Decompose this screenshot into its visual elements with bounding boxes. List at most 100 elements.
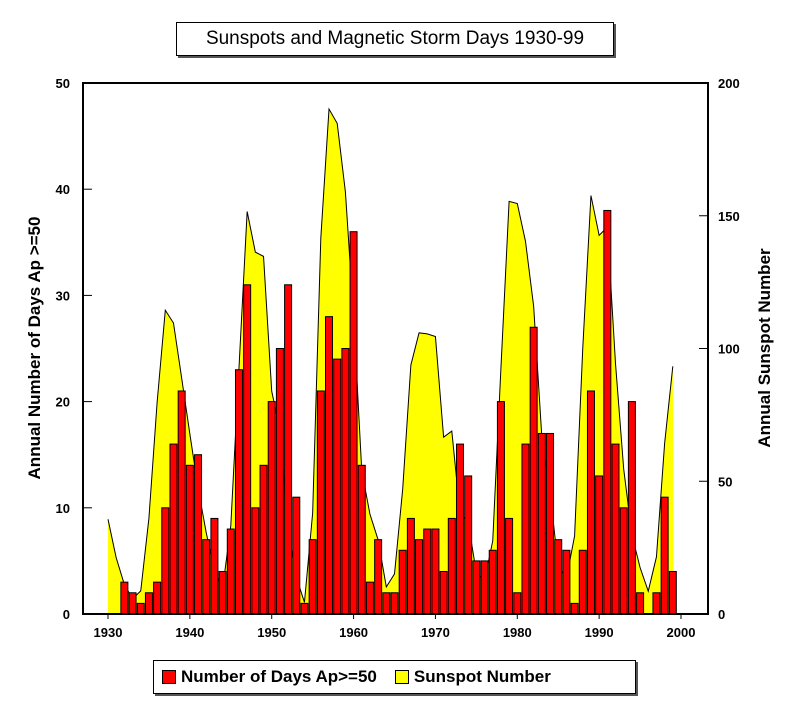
y2-tick-label: 200 — [718, 76, 740, 91]
y-tick-label: 50 — [56, 76, 70, 91]
bar-1945 — [226, 528, 235, 615]
bar-1978 — [496, 401, 505, 615]
bar-1942 — [202, 539, 211, 615]
bar-1990 — [595, 475, 604, 615]
bar-1988 — [578, 549, 587, 615]
bar-1950 — [267, 401, 276, 615]
bar-1971 — [439, 571, 448, 615]
bar-1980 — [513, 592, 522, 615]
y-tick-label: 30 — [56, 288, 70, 303]
bar-1968 — [415, 539, 424, 615]
bar-1998 — [660, 496, 669, 615]
legend-swatch-red — [162, 670, 176, 684]
bar-1958 — [333, 358, 342, 615]
y-tick-label: 20 — [56, 395, 70, 410]
legend-label: Number of Days Ap>=50 — [181, 667, 377, 686]
bar-1982 — [529, 326, 538, 615]
y2-tick-label: 100 — [718, 342, 740, 357]
bar-1954 — [300, 602, 309, 615]
x-tick-label: 1960 — [339, 625, 368, 640]
chart-title: Sunspots and Magnetic Storm Days 1930-99 — [176, 22, 614, 56]
bar-1985 — [554, 539, 563, 615]
legend-item-sunspots: Sunspot Number — [394, 667, 551, 687]
bar-1951 — [275, 348, 284, 615]
storm-days-bar-layer — [120, 209, 677, 615]
bar-1999 — [668, 571, 677, 615]
bar-1957 — [325, 316, 334, 615]
legend: Number of Days Ap>=50 Sunspot Number — [153, 660, 636, 694]
bar-1941 — [194, 454, 203, 615]
bar-1970 — [431, 528, 440, 615]
x-tick-label: 1970 — [421, 625, 450, 640]
x-tick-label: 1980 — [503, 625, 532, 640]
bar-1972 — [447, 517, 456, 615]
bar-1944 — [218, 571, 227, 615]
bar-1947 — [243, 284, 252, 615]
bar-1959 — [341, 348, 350, 615]
bar-1993 — [619, 507, 628, 615]
bar-1966 — [398, 549, 407, 615]
bar-1992 — [611, 443, 620, 615]
bar-1943 — [210, 517, 219, 615]
bar-1989 — [586, 390, 595, 615]
x-tick-label: 1990 — [585, 625, 614, 640]
y-axis-label: Annual Number of Days Ap >=50 — [25, 217, 44, 480]
bar-1935 — [144, 592, 153, 615]
y-tick-label: 10 — [56, 501, 70, 516]
y2-tick-label: 0 — [718, 607, 725, 622]
bar-1939 — [177, 390, 186, 615]
y2-tick-label: 150 — [718, 209, 740, 224]
bar-1975 — [472, 560, 481, 615]
bar-1956 — [316, 390, 325, 615]
bar-1974 — [464, 475, 473, 615]
bar-1991 — [603, 209, 612, 615]
bar-1984 — [546, 432, 555, 615]
bar-1961 — [357, 464, 366, 615]
legend-item-storm-days: Number of Days Ap>=50 — [162, 667, 377, 687]
bar-1976 — [480, 560, 489, 615]
bar-1955 — [308, 539, 317, 615]
bar-1948 — [251, 507, 260, 615]
bar-1965 — [390, 592, 399, 615]
sunspot-line — [107, 107, 674, 603]
bar-1949 — [259, 464, 268, 615]
bar-1936 — [153, 581, 162, 615]
bar-1937 — [161, 507, 170, 615]
bar-1952 — [284, 284, 293, 615]
bar-1953 — [292, 496, 301, 615]
bar-1969 — [423, 528, 432, 615]
bar-1940 — [185, 464, 194, 615]
bar-1979 — [505, 517, 514, 615]
bar-1967 — [406, 517, 415, 615]
legend-swatch-yellow — [394, 670, 409, 684]
bar-1960 — [349, 231, 358, 615]
bar-1994 — [627, 401, 636, 615]
bar-1932 — [120, 581, 129, 615]
bar-1995 — [636, 592, 645, 615]
y-tick-label: 40 — [56, 182, 70, 197]
bar-1981 — [521, 443, 530, 615]
axes: 0 10 20 30 40 50 0 50 100 150 200 1930 1940 1950 1960 1… — [56, 76, 740, 640]
bar-1933 — [128, 592, 137, 615]
bar-1962 — [365, 581, 374, 615]
legend-label: Sunspot Number — [413, 667, 551, 686]
bar-1946 — [234, 369, 243, 615]
x-tick-label: 1930 — [94, 625, 123, 640]
x-tick-label: 1940 — [175, 625, 204, 640]
y2-tick-label: 50 — [718, 474, 732, 489]
bar-1977 — [488, 549, 497, 615]
x-tick-label: 1950 — [257, 625, 286, 640]
bar-1964 — [382, 592, 391, 615]
x-tick-label: 2000 — [667, 625, 696, 640]
bar-1983 — [537, 432, 546, 615]
y2-axis-label: Annual Sunspot Number — [755, 248, 774, 448]
bar-1934 — [136, 602, 145, 615]
bar-1963 — [374, 539, 383, 615]
bar-1987 — [570, 602, 579, 615]
bar-1973 — [455, 443, 464, 615]
bar-1986 — [562, 549, 571, 615]
y-tick-label: 0 — [63, 607, 70, 622]
bar-1938 — [169, 443, 178, 615]
bar-1997 — [652, 592, 661, 615]
